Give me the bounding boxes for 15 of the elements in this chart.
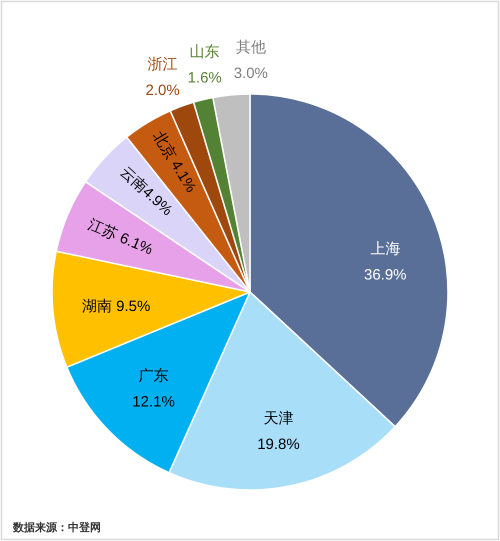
- slice-label: 山东: [190, 43, 220, 60]
- data-label: 2.0%: [146, 82, 180, 99]
- data-label: 3.0%: [234, 64, 268, 82]
- slice-label: 天津: [263, 410, 294, 428]
- data-label: 36.9%: [364, 266, 407, 284]
- data-label: 19.8%: [257, 436, 300, 454]
- slice-label: 湖南 9.5%: [82, 298, 150, 316]
- data-label: 1.6%: [188, 69, 222, 86]
- slice-label: 上海: [370, 240, 400, 258]
- slice-label: 广东: [138, 367, 169, 384]
- slice-label: 江苏 6.1%: [86, 216, 156, 258]
- data-label: 12.1%: [132, 393, 175, 410]
- slice-label: 浙江: [148, 56, 178, 73]
- source-note: 数据来源：中登网: [12, 521, 101, 534]
- slice-label: 其他: [236, 38, 266, 56]
